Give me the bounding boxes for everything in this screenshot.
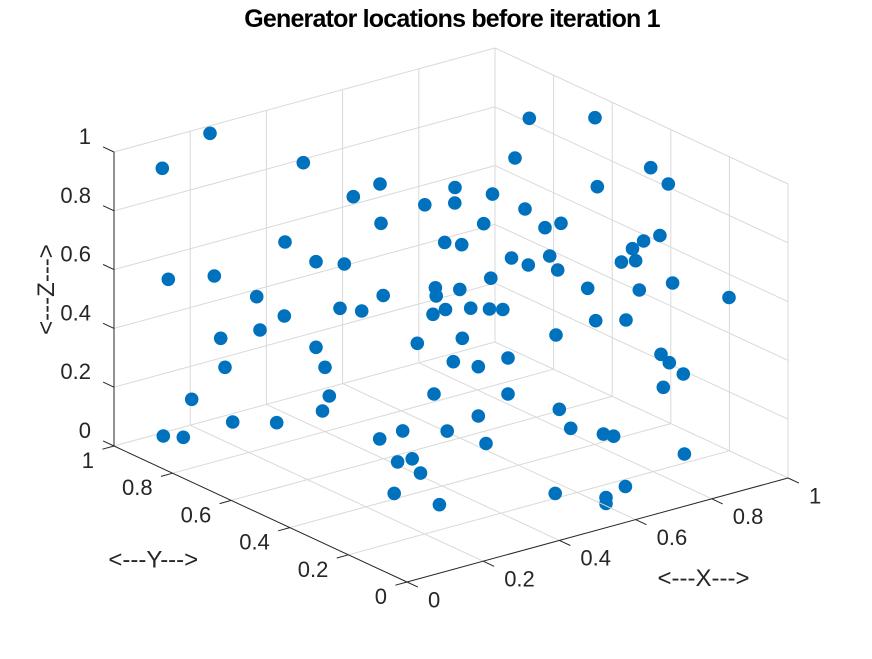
svg-text:<---Z--->: <---Z---> bbox=[33, 244, 60, 335]
svg-text:Generator locations before ite: Generator locations before iteration 1 bbox=[244, 5, 660, 33]
svg-text:0: 0 bbox=[79, 418, 91, 443]
svg-text:0.4: 0.4 bbox=[60, 300, 91, 325]
svg-text:0.6: 0.6 bbox=[60, 242, 91, 267]
svg-text:<---Y--->: <---Y---> bbox=[108, 546, 198, 573]
svg-text:0.4: 0.4 bbox=[580, 546, 611, 571]
svg-text:0.2: 0.2 bbox=[60, 359, 91, 384]
svg-text:0.8: 0.8 bbox=[60, 183, 91, 208]
svg-text:0.8: 0.8 bbox=[733, 504, 764, 529]
svg-text:0.8: 0.8 bbox=[122, 475, 153, 500]
svg-text:1: 1 bbox=[809, 483, 821, 508]
svg-text:1: 1 bbox=[82, 448, 94, 473]
svg-text:<---X--->: <---X---> bbox=[658, 565, 750, 592]
svg-text:0.2: 0.2 bbox=[504, 567, 535, 592]
svg-text:0: 0 bbox=[428, 587, 440, 612]
svg-text:0.6: 0.6 bbox=[181, 502, 212, 527]
svg-text:0.2: 0.2 bbox=[298, 557, 329, 582]
svg-text:1: 1 bbox=[79, 124, 91, 149]
svg-text:0: 0 bbox=[375, 584, 387, 609]
svg-text:0.4: 0.4 bbox=[239, 530, 270, 555]
svg-text:0.6: 0.6 bbox=[657, 525, 688, 550]
